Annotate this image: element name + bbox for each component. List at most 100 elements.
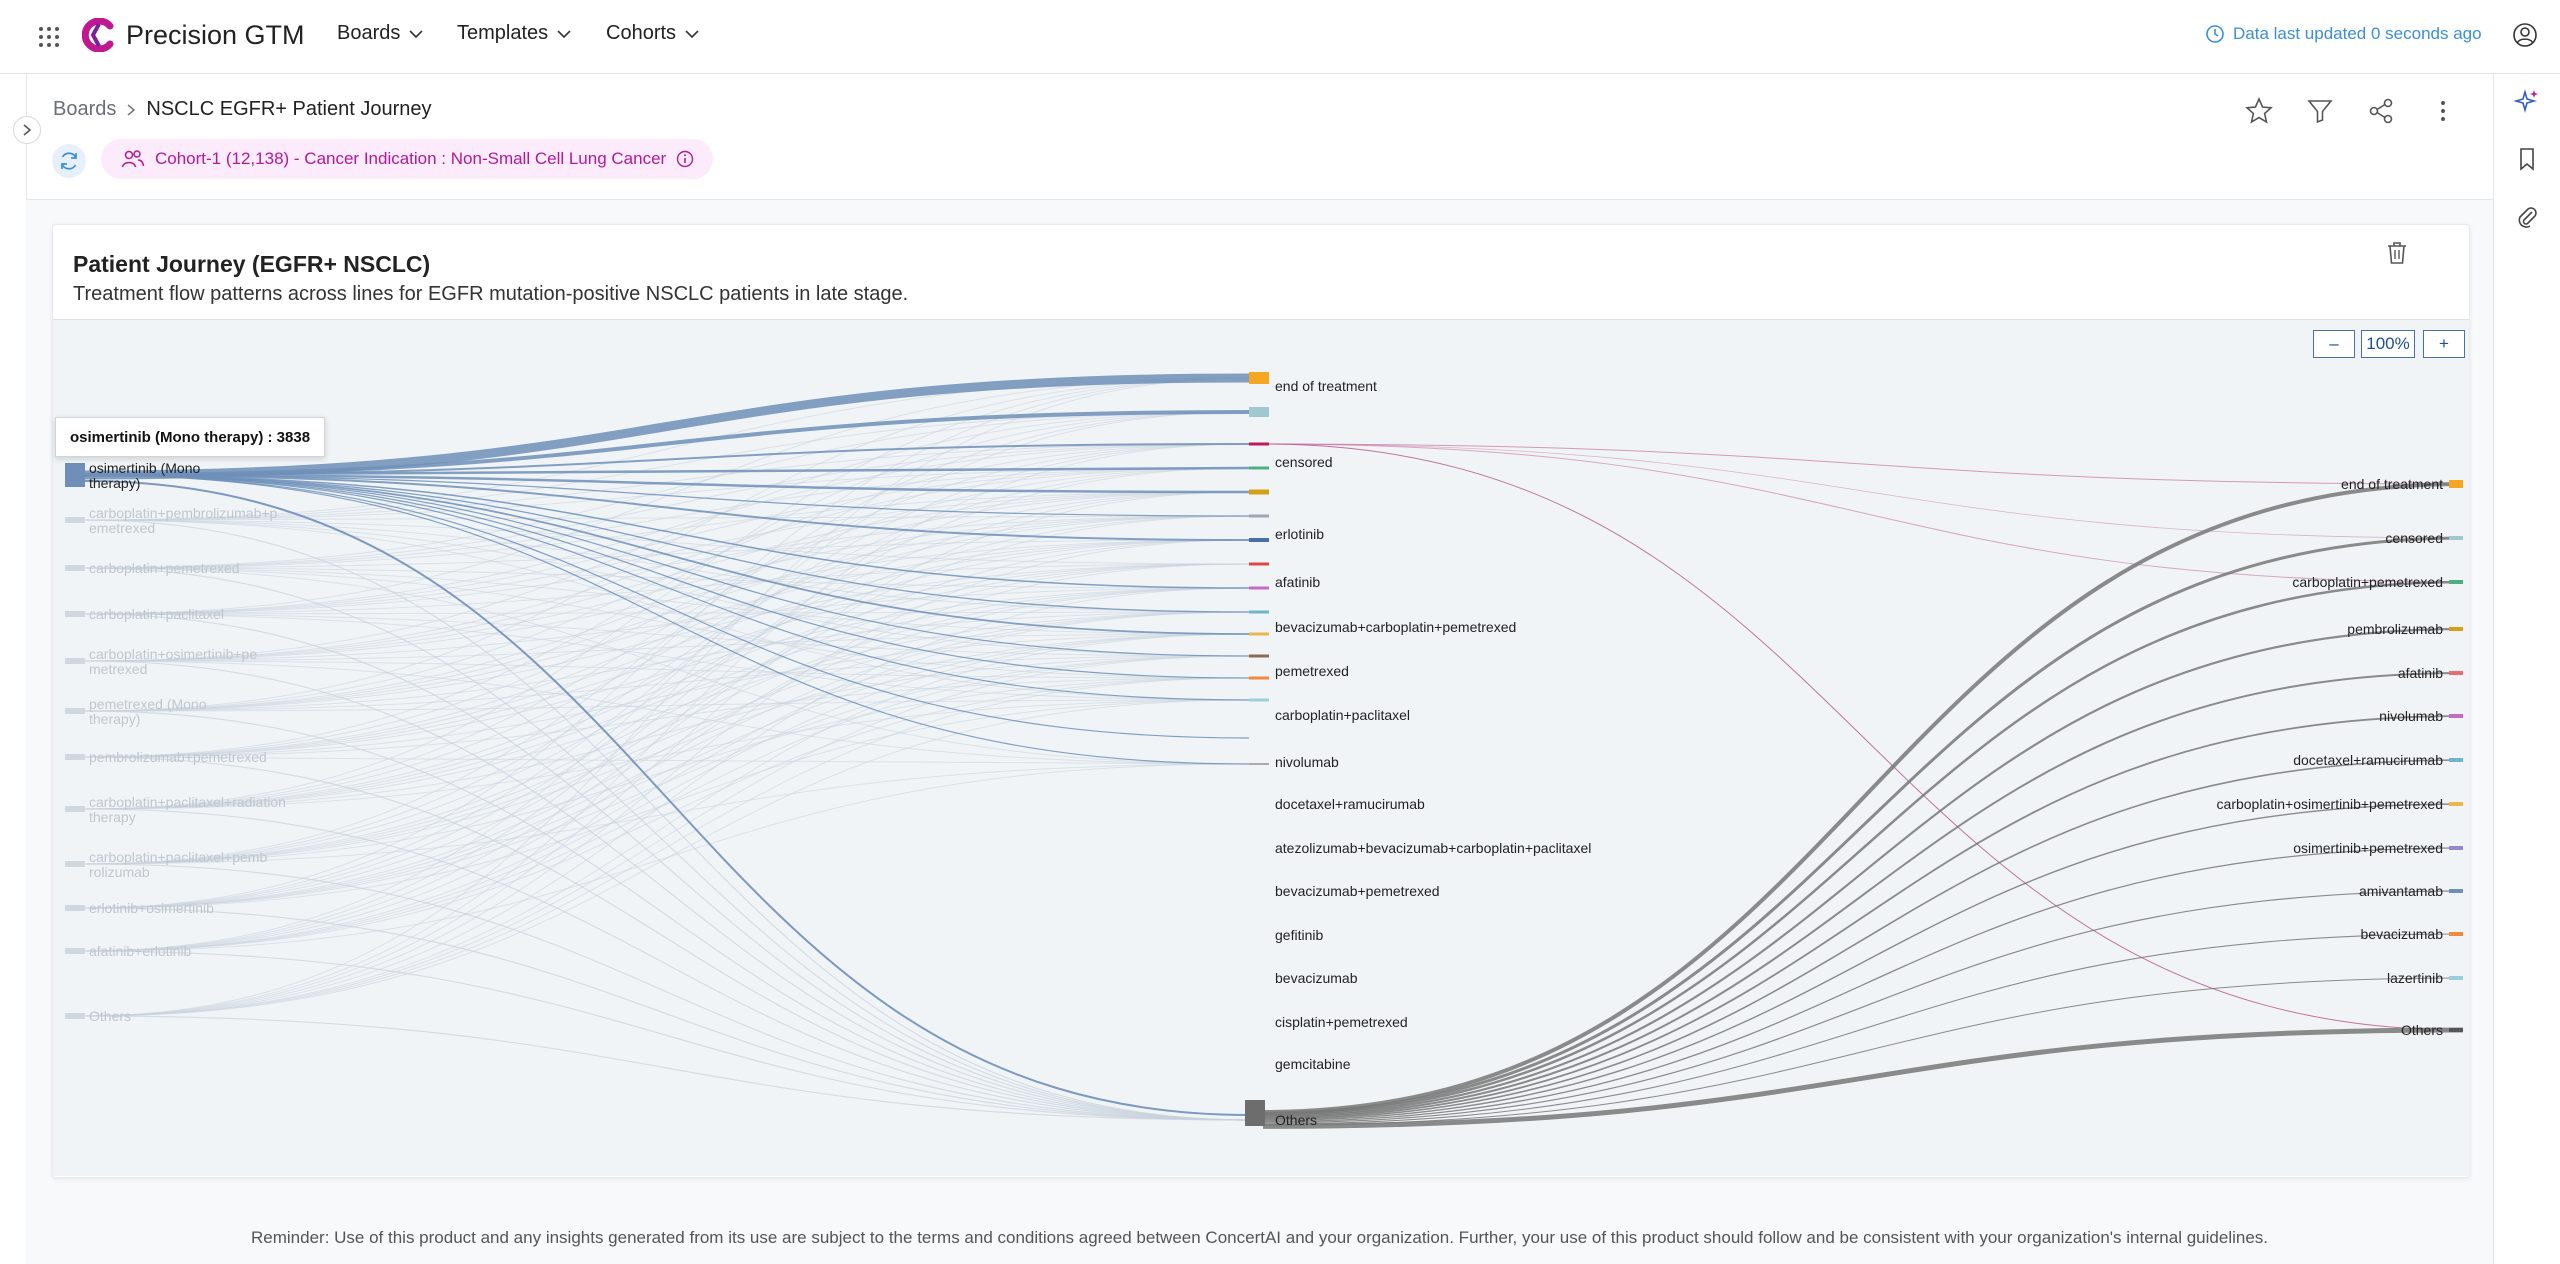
breadcrumb-boards[interactable]: Boards <box>53 98 117 120</box>
zoom-level: 100% <box>2361 330 2415 358</box>
osimertinib-flow-link <box>84 474 1250 541</box>
node-col2-others <box>1245 1100 1265 1126</box>
faint-flow-link <box>84 491 1250 810</box>
faint-flow-link <box>84 587 1250 810</box>
faint-flow-link <box>84 563 1250 952</box>
nav-templates[interactable]: Templates <box>457 22 572 45</box>
node-col2 <box>1249 442 1269 446</box>
delete-icon[interactable] <box>2383 239 2411 267</box>
faint-flow-link <box>84 467 1250 569</box>
faint-flow-link <box>84 677 1250 1017</box>
faint-flow-link <box>84 808 1250 1121</box>
faint-flow-link <box>84 563 1250 758</box>
faint-flow-link <box>84 491 1250 712</box>
faint-flow-link <box>84 567 1250 1121</box>
zoom-in-label: + <box>2439 334 2449 353</box>
faint-flow-link <box>84 655 1250 712</box>
zoom-in-button[interactable]: + <box>2423 330 2465 358</box>
node-col3 <box>2449 758 2463 762</box>
faint-flow-link <box>84 633 1250 909</box>
sankey-chart[interactable]: osimertinib (Monotherapy)carboplatin+pem… <box>53 320 2469 1176</box>
faint-flow-link <box>84 519 1250 1121</box>
nav-boards[interactable]: Boards <box>337 22 424 45</box>
node-col3 <box>2449 714 2463 718</box>
share-icon[interactable] <box>2366 96 2396 126</box>
cohort-chip[interactable]: Cohort-1 (12,138) - Cancer Indication : … <box>101 139 713 179</box>
filter-icon[interactable] <box>2305 96 2335 126</box>
node-col1 <box>65 517 85 523</box>
faint-flow-link <box>84 411 1250 569</box>
node-col2 <box>1249 676 1269 680</box>
faint-flow-link <box>84 539 1250 758</box>
app-logo[interactable]: Precision GTM <box>82 18 305 52</box>
chevron-down-icon <box>685 29 699 38</box>
bookmark-icon[interactable] <box>2514 146 2540 172</box>
node-col1 <box>65 463 85 487</box>
faint-flow-link <box>84 587 1250 1017</box>
faint-flow-link <box>84 443 1250 521</box>
node-label-col3: end of treatment <box>2341 476 2443 492</box>
faint-flow-link <box>84 950 1250 1121</box>
pink-flow-link <box>1262 443 2464 1031</box>
user-account-icon[interactable] <box>2512 22 2538 48</box>
node-label-col3: censored <box>2385 530 2443 546</box>
app-grid-icon[interactable] <box>38 26 60 48</box>
faint-flow-link <box>84 633 1250 865</box>
osimertinib-flow-link <box>84 474 1250 635</box>
faint-flow-link <box>84 411 1250 521</box>
node-col1 <box>65 1013 85 1019</box>
faint-flow-link <box>84 539 1250 712</box>
star-icon[interactable] <box>2244 96 2274 126</box>
faint-flow-link <box>84 756 1250 1121</box>
others-flow-link <box>1262 890 2464 1124</box>
node-label-col3: carboplatin+pemetrexed <box>2292 574 2443 590</box>
info-icon[interactable] <box>676 150 694 168</box>
node-col3 <box>2449 802 2463 806</box>
attachment-icon[interactable] <box>2514 204 2540 230</box>
ai-sparkle-icon[interactable] <box>2514 88 2540 114</box>
node-col3 <box>2449 671 2463 675</box>
node-label-col1: carboplatin+pemetrexed <box>89 560 240 576</box>
node-label-col1: carboplatin+paclitaxel <box>89 606 224 622</box>
node-col1 <box>65 611 85 617</box>
node-label-col1: carboplatin+osimertinib+pe <box>89 646 257 662</box>
refresh-button[interactable] <box>52 144 86 178</box>
node-label-col3: afatinib <box>2398 665 2443 681</box>
faint-flow-link <box>84 491 1250 909</box>
node-label-col2: end of treatment <box>1275 378 1377 394</box>
node-label-col2: bevacizumab+carboplatin+pemetrexed <box>1275 619 1516 635</box>
expand-sidebar-button[interactable] <box>13 116 41 144</box>
node-col1 <box>65 708 85 714</box>
node-col1 <box>65 905 85 911</box>
nav-boards-label: Boards <box>337 22 401 44</box>
node-label-col1: therapy <box>89 809 136 825</box>
node-col2 <box>1249 466 1269 470</box>
node-label-col2: docetaxel+ramucirumab <box>1275 796 1425 812</box>
node-col2 <box>1249 586 1269 590</box>
node-label-col3: docetaxel+ramucirumab <box>2293 752 2443 768</box>
node-col2 <box>1249 562 1269 566</box>
faint-flow-link <box>84 539 1250 1017</box>
faint-flow-link <box>84 655 1250 1017</box>
others-flow-link <box>1262 627 2464 1117</box>
node-label-col3: nivolumab <box>2379 708 2443 724</box>
osimertinib-flow-link <box>84 474 1250 679</box>
faint-flow-link <box>84 677 1250 952</box>
osimertinib-flow-link <box>84 474 1250 613</box>
osimertinib-flow-link <box>84 474 1250 739</box>
nav-cohorts[interactable]: Cohorts <box>606 22 700 45</box>
others-flow-link <box>1262 759 2464 1120</box>
faint-flow-link <box>84 443 1250 810</box>
zoom-out-button[interactable]: – <box>2313 330 2355 358</box>
more-options-icon[interactable] <box>2428 96 2458 126</box>
others-flow-link <box>1262 672 2464 1118</box>
node-label-col2: erlotinib <box>1275 526 1324 542</box>
node-label-col2: atezolizumab+bevacizumab+carboplatin+pac… <box>1275 840 1591 856</box>
osimertinib-flow-link <box>84 474 1250 701</box>
node-label-col1: carboplatin+paclitaxel+radiation <box>89 794 286 810</box>
breadcrumb: Boards NSCLC EGFR+ Patient Journey <box>53 98 432 121</box>
osimertinib-flow-link <box>84 466 1250 477</box>
node-tooltip: osimertinib (Mono therapy) : 3838 <box>55 417 326 457</box>
faint-flow-link <box>84 563 1250 865</box>
faint-flow-link <box>84 633 1250 1017</box>
